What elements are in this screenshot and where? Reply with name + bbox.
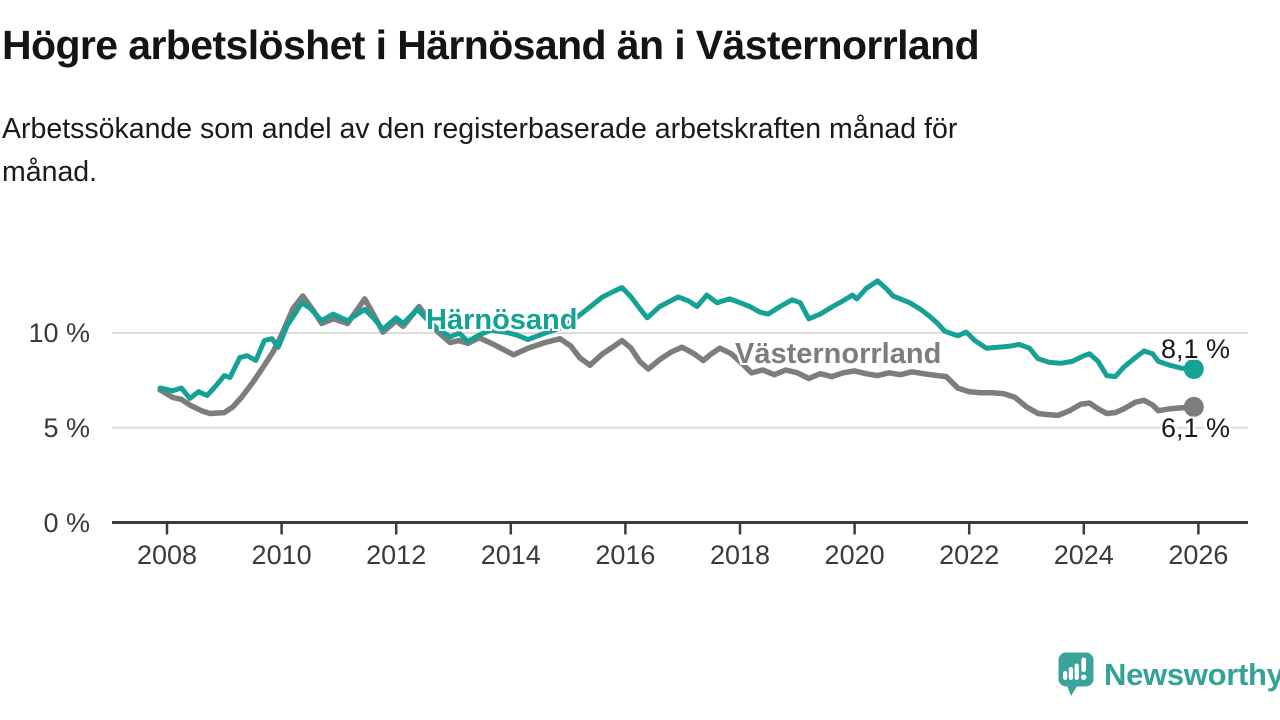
end-value-label-vasternorrland: 6,1 %: [1160, 413, 1230, 443]
x-tick-label: 2022: [939, 540, 1000, 570]
x-tick-label: 2016: [595, 540, 656, 570]
x-tick-label: 2014: [480, 540, 541, 570]
x-tick-label: 2024: [1053, 540, 1114, 570]
y-tick-label: 5 %: [43, 412, 90, 443]
subtitle-line-2: månad.: [2, 156, 98, 188]
y-tick-label: 10 %: [28, 318, 90, 348]
x-tick-label: 2018: [709, 540, 771, 570]
subtitle-line-1: Arbetssökande som andel av den registerb…: [2, 113, 958, 145]
series-line-0: [157, 278, 1197, 401]
series-end-dot-1: [1183, 396, 1204, 417]
end-value-label-harnosand: 8,1 %: [1160, 334, 1230, 364]
newsworthy-logo-icon: [1058, 652, 1094, 696]
series-label-harnosand: Härnösand: [426, 304, 578, 336]
series-end-dot-0: [1183, 359, 1204, 380]
page-title: Högre arbetslöshet i Härnösand än i Väst…: [2, 22, 980, 68]
x-tick-label: 2020: [824, 540, 885, 570]
x-tick-label: 2010: [251, 540, 312, 570]
newsworthy-logo: Newsworthy: [1058, 652, 1280, 697]
chart-subtitle: Arbetssökande som andel av den registerb…: [2, 108, 957, 194]
series-label-vasternorrland: Västernorrland: [735, 338, 942, 370]
y-tick-label: 0 %: [43, 507, 90, 538]
x-tick-label: 2008: [136, 540, 198, 570]
x-tick-label: 2012: [366, 540, 427, 570]
x-tick-label: 2026: [1168, 540, 1229, 570]
newsworthy-logo-text: Newsworthy: [1104, 656, 1280, 692]
